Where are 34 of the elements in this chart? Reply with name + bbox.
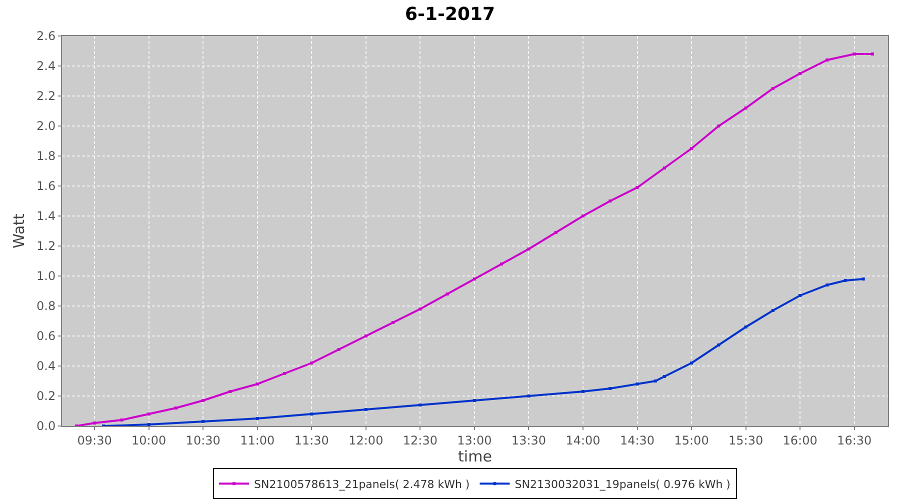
x-tick-label: 16:30 xyxy=(837,433,872,448)
y-tick-label: 0.2 xyxy=(36,389,56,404)
x-tick-label: 09:30 xyxy=(77,433,112,448)
x-tick-label: 10:30 xyxy=(186,433,220,448)
x-tick-label: 14:00 xyxy=(566,433,600,448)
chart-title: 6-1-2017 xyxy=(404,4,496,26)
x-tick-label: 10:00 xyxy=(132,433,166,448)
y-tick-label: 1.6 xyxy=(36,179,56,194)
x-tick-label: 12:30 xyxy=(402,433,438,448)
y-tick-label: 0.4 xyxy=(36,359,56,374)
x-tick-label: 14:30 xyxy=(620,433,655,448)
x-tick-label: 11:30 xyxy=(294,433,329,448)
y-tick-label: 1.0 xyxy=(36,269,56,284)
x-axis-title: time xyxy=(458,447,492,466)
x-tick-label: 11:00 xyxy=(240,433,275,448)
y-tick-label: 1.2 xyxy=(36,239,56,254)
y-tick-label: 2.0 xyxy=(36,119,56,134)
legend-label: SN2100578613_21panels( 2.478 kWh ) xyxy=(254,478,470,491)
y-tick-label: 0.6 xyxy=(36,329,56,344)
y-tick-label: 2.2 xyxy=(36,89,56,104)
x-tick-label: 12:00 xyxy=(348,433,384,448)
y-axis-title: Watt xyxy=(10,213,28,248)
legend-label: SN2130032031_19panels( 0.976 kWh ) xyxy=(514,478,730,491)
y-tick-label: 0.0 xyxy=(36,419,56,434)
x-tick-label: 15:00 xyxy=(674,433,709,448)
y-tick-label: 2.6 xyxy=(36,29,56,44)
y-tick-label: 1.4 xyxy=(36,209,56,224)
y-tick-label: 2.4 xyxy=(36,59,56,74)
x-tick-label: 13:00 xyxy=(457,433,492,448)
x-tick-label: 13:30 xyxy=(511,433,546,448)
y-tick-label: 1.8 xyxy=(36,149,56,164)
x-tick-label: 16:00 xyxy=(782,433,818,448)
x-tick-label: 15:30 xyxy=(728,433,764,448)
y-tick-label: 0.8 xyxy=(36,299,56,314)
